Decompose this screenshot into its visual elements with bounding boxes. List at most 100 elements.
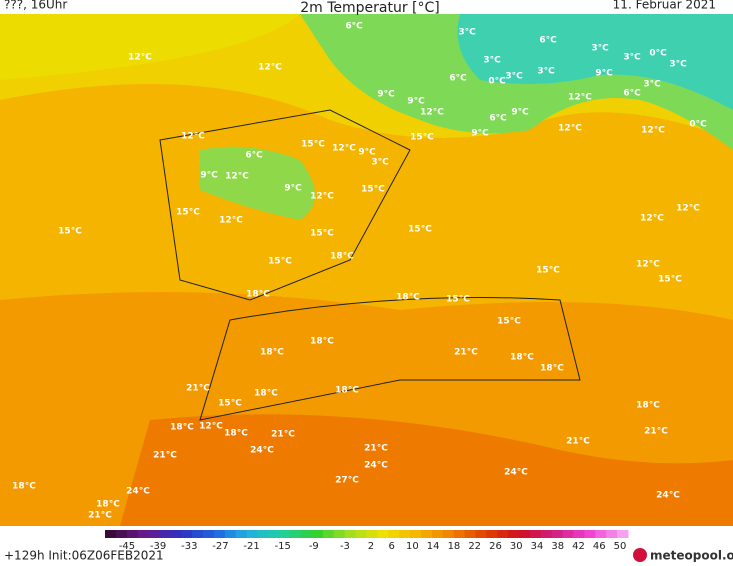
scale-tick-label: -21 [243,541,259,552]
temp-label: 9°C [200,171,218,181]
scale-swatch [366,530,378,538]
temp-label: 18°C [12,482,36,492]
temp-label: 24°C [656,491,680,501]
scale-tick-label: 2 [368,541,374,552]
temp-label: 12°C [225,172,249,182]
temp-label: 15°C [361,185,385,195]
temp-label: 9°C [358,148,376,158]
scale-tick-label: -45 [119,541,135,552]
temp-label: 15°C [301,140,325,150]
temp-label: 9°C [511,108,529,118]
scale-swatch [540,530,553,538]
scale-tick-label: 46 [593,541,606,552]
temp-label: 15°C [446,295,470,305]
scale-tick-label: 30 [510,541,523,552]
scale-swatch [584,530,596,538]
scale-tick-label: -33 [181,541,197,552]
temp-label: 3°C [371,158,389,168]
temp-label: 3°C [505,72,523,82]
temp-label: 9°C [377,90,395,100]
cool-zone [0,14,300,80]
scale-swatch [105,530,117,538]
temp-label: 15°C [176,208,200,218]
temp-label: 18°C [246,290,270,300]
temp-label: 18°C [170,423,194,433]
temp-label: 9°C [284,184,302,194]
temp-label: 24°C [250,446,274,456]
temp-label: 12°C [219,216,243,226]
scale-swatch [562,530,575,538]
scale-tick-label: 14 [427,541,440,552]
scale-tick-label: 50 [614,541,627,552]
scale-swatch [322,530,335,538]
temp-label: 3°C [623,53,641,63]
scale-swatch [333,530,346,538]
temp-label: 0°C [689,120,707,130]
temp-label: 21°C [88,511,112,521]
temp-label: 0°C [649,49,667,59]
scale-tick-label: -3 [340,541,350,552]
scale-swatch [497,530,509,538]
temp-label: 18°C [540,364,564,374]
temp-label: 18°C [510,353,534,363]
temp-label: 15°C [218,399,242,409]
coastline [159,109,411,301]
scale-tick-label: 18 [448,541,461,552]
temp-label: 12°C [640,214,664,224]
temp-label: 12°C [641,126,665,136]
temp-label: 18°C [330,252,354,262]
scale-tick-label: 22 [468,541,481,552]
scale-swatch [213,530,226,538]
hot-zone [120,414,733,526]
temp-label: 18°C [260,348,284,358]
scale-tick-label: 34 [531,541,544,552]
temp-label: 6°C [539,36,557,46]
scale-swatch [519,530,531,538]
scale-swatch [355,530,367,538]
scale-swatch [192,530,204,538]
temp-label: 21°C [186,384,210,394]
scale-tick-label: 42 [572,541,585,552]
brand-logo [633,548,647,562]
temp-label: 12°C [568,93,592,103]
temp-label: 3°C [643,80,661,90]
scale-tick-label: 6 [388,541,394,552]
scale-swatch [377,530,389,538]
temp-label: 15°C [536,266,560,276]
color-scale: -45 -39 -33 -27 -21 -15 -9 -3 2 6 10 14 18 22 26 30 34 38… [105,530,629,552]
scale-swatch [464,530,476,538]
scale-tick-label: -27 [212,541,228,552]
temp-label: 6°C [623,89,641,99]
scale-swatch [573,530,585,538]
scale-swatch [235,530,248,538]
temp-label: 0°C [488,77,506,87]
scale-swatch [486,530,498,538]
temp-label: 15°C [497,317,521,327]
temp-label: 18°C [96,500,120,510]
scale-swatch [224,530,237,538]
scale-swatch [301,530,313,538]
init-time: +129h Init:06Z06FEB2021 [4,549,164,563]
scale-swatch [399,530,411,538]
temp-label: 18°C [224,429,248,439]
scale-swatch [475,530,487,538]
temp-label: 15°C [310,229,334,239]
temp-label: 6°C [489,114,507,124]
brand: meteopool.org [650,549,733,563]
scale-swatch [181,530,193,538]
scale-swatch [453,530,466,538]
temp-label: 24°C [126,487,150,497]
temp-label: 3°C [537,67,555,77]
scale-tick-label: 26 [489,541,502,552]
temp-label: 24°C [504,468,528,478]
temp-label: 12°C [558,124,582,134]
scale-swatch [268,530,280,538]
temp-label: 12°C [199,422,223,432]
temperature-labels: 6°C3°C6°C3°C3°C 0°C3°C12°C12°C3°C6°C 0°C 3°… [12,22,707,521]
temp-label: 18°C [254,389,278,399]
temp-label: 18°C [636,401,660,411]
scale-swatch [508,530,520,538]
scale-swatch [170,530,182,538]
